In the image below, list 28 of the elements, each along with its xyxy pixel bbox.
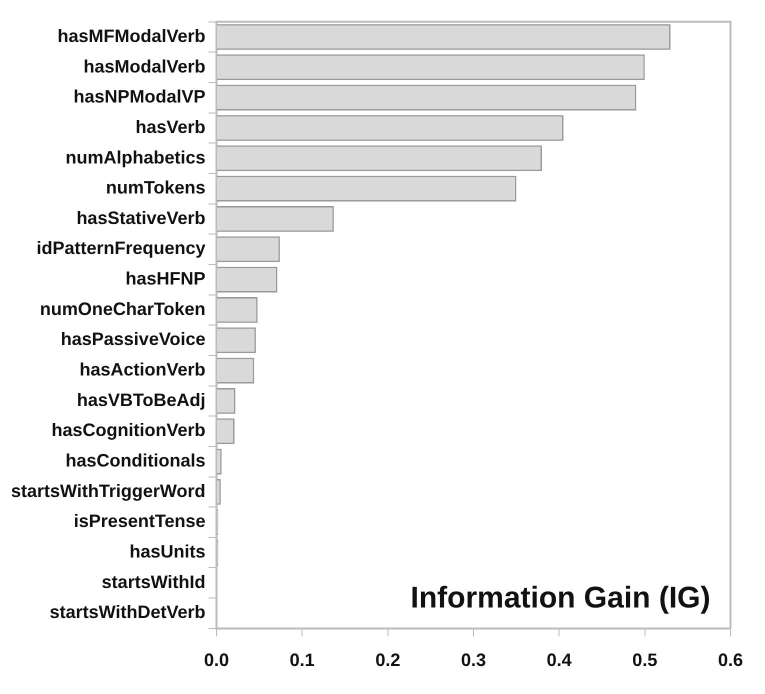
y-tick-label: startsWithTriggerWord [10, 480, 206, 501]
y-tick-label: startsWithDetVerb [50, 602, 206, 622]
x-tick-label: 0.0 [204, 650, 230, 670]
x-tick-label: 0.5 [632, 650, 658, 670]
y-tick-label: startsWithId [102, 572, 206, 592]
y-tick-label: hasStativeVerb [76, 208, 206, 228]
x-tick-label: 0.2 [375, 650, 400, 670]
y-tick-label: hasModalVerb [83, 56, 206, 76]
x-axis-title: Information Gain (IG) [410, 582, 710, 615]
y-tick-label: isPresentTense [74, 511, 206, 532]
y-tick-label: hasCognitionVerb [52, 420, 206, 440]
y-tick-label: hasUnits [129, 542, 206, 562]
y-tick-label: hasConditionals [66, 450, 206, 471]
x-tick-label: 0.3 [460, 650, 486, 670]
x-tick-label: 0.6 [718, 650, 744, 670]
y-tick-label: numAlphabetics [65, 147, 206, 168]
y-tick-label: hasPassiveVoice [60, 329, 206, 350]
y-tick-label: hasHFNP [126, 268, 206, 289]
y-tick-label: hasActionVerb [79, 360, 206, 380]
y-tick-label: numTokens [106, 178, 206, 198]
y-tick-label: hasVBToBeAdj [76, 390, 206, 410]
y-tick-label: hasVerb [135, 116, 206, 137]
y-tick-label: hasMFModalVerb [57, 26, 206, 46]
x-tick-label: 0.4 [546, 650, 572, 670]
y-tick-label: idPatternFrequency [36, 238, 206, 258]
x-tick-label: 0.1 [290, 650, 315, 670]
y-tick-label: hasNPModalVP [73, 86, 206, 107]
y-tick-label: numOneCharToken [40, 298, 206, 319]
